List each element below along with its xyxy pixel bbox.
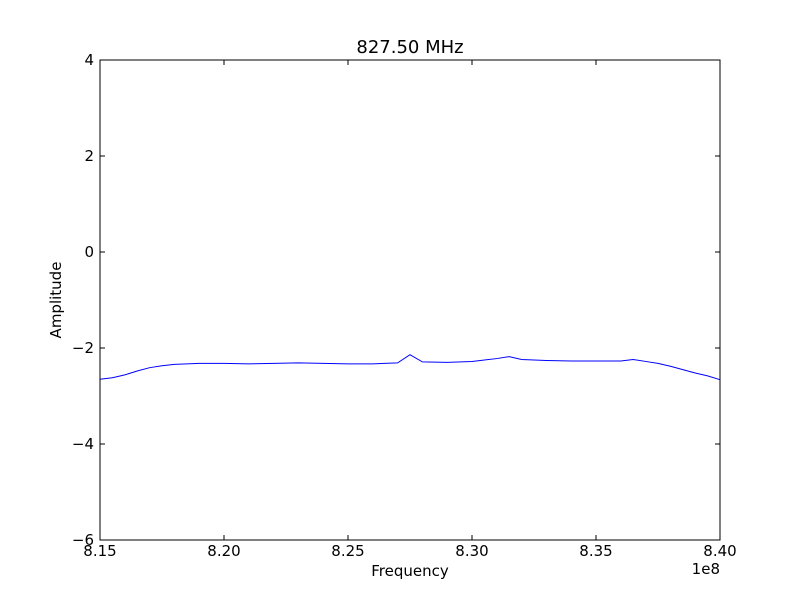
- x-axis-offset-label: 1e8: [692, 560, 720, 578]
- chart-title: 827.50 MHz: [356, 37, 463, 58]
- y-tick-label: 0: [84, 243, 94, 261]
- y-tick-label: −4: [72, 435, 94, 453]
- plot-area: [100, 60, 720, 540]
- y-tick-label: −2: [72, 339, 94, 357]
- plot-background: [100, 60, 720, 540]
- y-tick-label: 2: [84, 147, 94, 165]
- x-axis-label: Frequency: [371, 562, 449, 580]
- y-axis-label: Amplitude: [47, 262, 65, 339]
- y-tick-label: 4: [84, 51, 94, 69]
- series-line-0: [99, 354, 721, 381]
- x-tick-label: 8.20: [207, 542, 240, 560]
- x-tick-label: 8.15: [83, 542, 116, 560]
- x-axis-ticks: 8.15 8.20 8.25 8.30 8.35 8.40: [83, 60, 737, 560]
- y-axis-ticks: −6 −4 −2 0 2 4: [72, 51, 720, 549]
- data-layer: [99, 354, 721, 381]
- x-tick-label: 8.25: [331, 542, 364, 560]
- x-tick-label: 8.40: [703, 542, 736, 560]
- x-tick-label: 8.30: [455, 542, 488, 560]
- plot-frame: [99, 59, 721, 541]
- y-tick-label: −6: [72, 531, 94, 549]
- x-tick-label: 8.35: [579, 542, 612, 560]
